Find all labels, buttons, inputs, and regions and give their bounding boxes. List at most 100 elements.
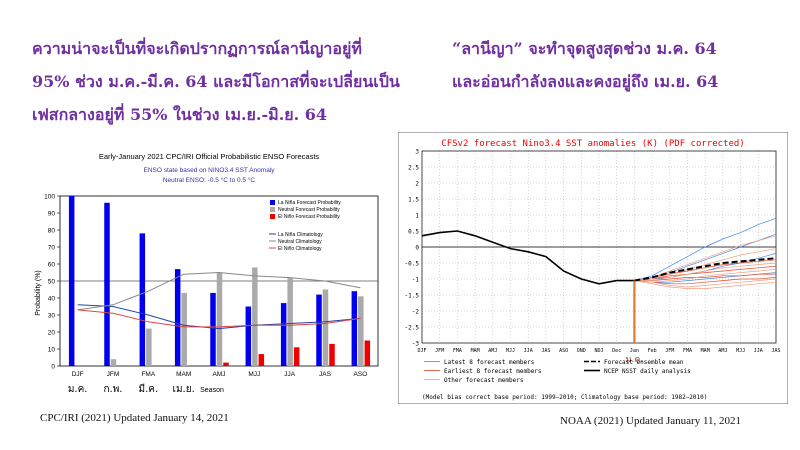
bar-1 [146,328,152,366]
right-credit: NOAA (2021) Updated January 11, 2021 [560,415,742,427]
x-thai-label: มี.ค. [139,383,159,395]
x-tick-label: Dec [612,348,621,354]
left-heading: ความน่าจะเป็นที่จะเกิดปรากฏการณ์ลานีญาอย… [32,32,432,131]
forecast-member-line-11 [634,269,777,283]
x-tick-label: MAM [701,348,710,354]
x-tick-label: JAS [319,371,332,378]
bar-0 [210,292,216,366]
bar-0 [68,196,75,366]
x-tick-label: ASO [559,348,568,354]
x-thai-label: ม.ค. [68,384,88,395]
y-tick-label: 0 [415,245,419,252]
right-chart-lines: ม.ค. [421,217,777,365]
legend-swatch [270,200,275,205]
x-tick-label: OND [577,348,586,354]
bar-0 [280,303,287,366]
x-tick-label: NDJ [594,348,603,354]
bar-0 [174,269,181,366]
y-tick-label: 80 [48,228,56,235]
legend-label: Latest 8 forecast members [444,359,535,366]
y-tick-label: -2 [412,309,420,316]
y-tick-label: 60 [48,262,56,269]
y-tick-label: 0 [51,364,55,371]
x-tick-label: MJJ [248,371,260,378]
left-chart-subtitle-1: ENSO state based on NINO3.4 SST Anomaly [143,167,275,174]
bar-1 [181,292,187,366]
left-chart-ylabel: Probability (%) [35,270,42,316]
bar-2 [223,362,229,366]
left-chart-climatology-lines [77,271,361,330]
x-tick-label: ASO [353,371,367,378]
x-thai-label: เม.ย. [173,384,195,395]
x-tick-label: AMJ [718,348,727,354]
y-tick-label: 1 [415,213,419,220]
bar-1 [358,296,364,366]
legend-label: Forecast ensemble mean [604,359,684,366]
y-tick-label: 30 [48,313,56,320]
nino34-forecast-chart: CFSv2 forecast Nino3.4 SST anomalies (K)… [398,132,788,404]
y-tick-label: 2 [415,181,419,188]
bar-0 [139,233,146,366]
right-heading-line-2: และอ่อนกำลังลงและคงอยู่ถึง เม.ย. 64 [452,72,719,91]
bar-0 [245,306,252,366]
bar-1 [287,277,293,366]
forecast-member-line-5 [634,273,776,281]
right-chart-title: CFSv2 forecast Nino3.4 SST anomalies (K)… [441,139,744,149]
x-tick-label: JFM [665,348,674,354]
climatology-line-1 [77,271,361,311]
legend-label: El Niño Climatology [278,246,322,252]
bar-1 [322,289,329,366]
x-tick-label: JAS [771,348,780,354]
left-heading-line-2: 95% ช่วง ม.ค.-มี.ค. 64 และมีโอกาสที่จะเป… [32,72,400,91]
x-tick-label: FMA [141,371,155,378]
legend-label: La Niña Forecast Probability [278,200,341,206]
legend-swatch [270,207,275,212]
legend-label: NCEP NSST daily analysis [604,368,691,375]
x-tick-label: JJA [284,371,296,378]
y-tick-label: 40 [48,296,56,303]
left-chart-subtitle-2: Neutral ENSO: -0.5 °C to 0.5 °C [163,176,256,184]
forecast-member-line-4 [634,265,777,281]
bar-0 [351,291,358,366]
x-tick-label: JAS [541,348,550,354]
y-tick-label: -2.5 [405,325,420,332]
x-thai-label: ก.พ. [103,384,122,395]
y-tick-label: -0.5 [405,261,420,268]
left-chart-xlabel: Season [200,387,224,394]
forecast-member-line-13 [634,280,777,289]
x-tick-label: FMA [683,348,692,354]
x-tick-label: MJJ [736,348,745,354]
x-tick-label: MJJ [506,348,515,354]
bar-2 [364,340,371,366]
bar-1 [110,359,117,366]
left-credit: CPC/IRI (2021) Updated January 14, 2021 [40,412,229,424]
x-tick-label: DJF [417,348,426,354]
legend-label: El Niño Forecast Probability [278,214,340,220]
y-tick-label: 100 [44,194,55,201]
left-chart-title: Early-January 2021 CPC/IRI Official Prob… [99,152,320,161]
forecast-member-line-0 [634,217,777,281]
start-marker-label: ม.ค. [626,355,644,365]
legend-label: La Niña Climatology [278,232,323,238]
forecast-member-line-12 [634,278,777,288]
x-tick-label: JFM [435,348,444,354]
left-heading-line-1: ความน่าจะเป็นที่จะเกิดปรากฏการณ์ลานีญาอย… [32,39,362,58]
x-tick-label: AMJ [213,371,226,378]
y-tick-label: 20 [48,330,56,337]
forecast-member-line-9 [634,248,777,281]
y-tick-label: -1 [412,277,420,284]
ensemble-mean-line [634,257,777,282]
y-tick-label: 2.5 [408,165,419,172]
y-tick-label: 0.5 [408,229,419,236]
forecast-member-line-6 [634,277,777,285]
y-tick-label: 10 [48,347,56,354]
observed-line [421,230,635,285]
legend-label: Earliest 8 forecast members [444,368,542,375]
forecast-member-line-8 [634,235,777,281]
legend-swatch [270,214,275,219]
bar-1 [252,267,258,366]
y-tick-label: 70 [48,245,56,252]
bar-2 [329,343,335,366]
bar-0 [316,294,322,366]
